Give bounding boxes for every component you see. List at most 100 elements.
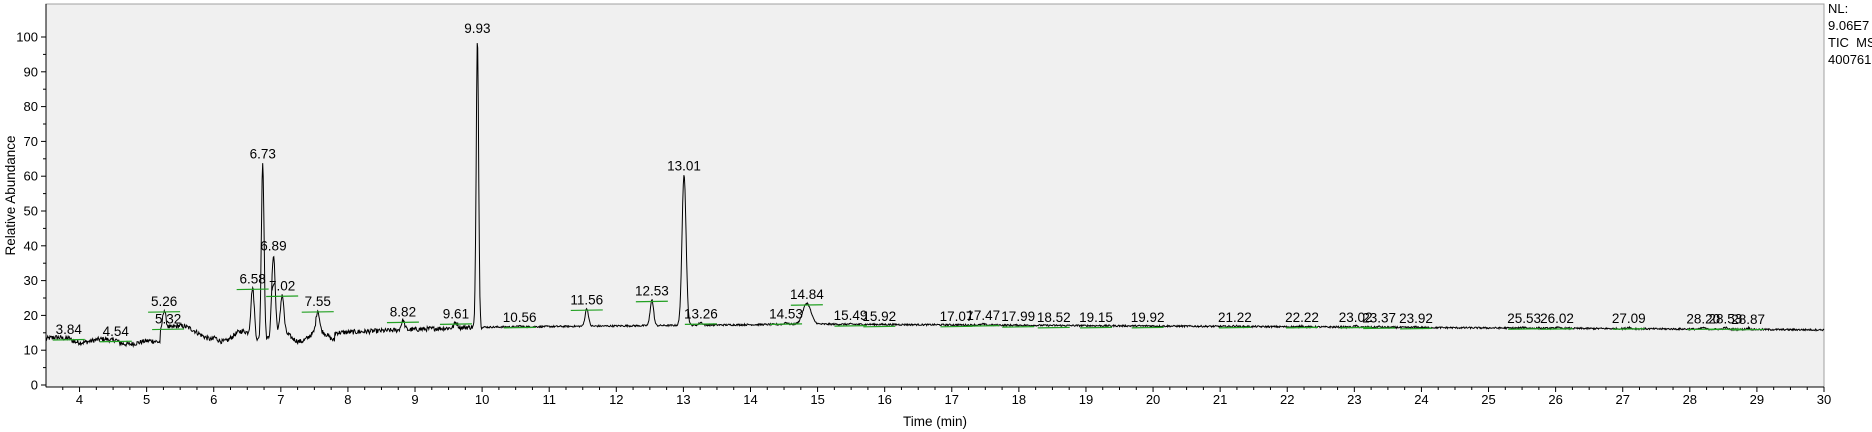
baseline-mark-17.47 (967, 325, 1000, 327)
x-tick-label: 24 (1414, 392, 1428, 407)
peak-label-3.84: 3.84 (56, 322, 83, 337)
x-tick-label: 20 (1146, 392, 1160, 407)
nl-value: 9.06E7 (1828, 18, 1870, 33)
baseline-mark-19.15 (1080, 326, 1113, 329)
x-tick-label: 13 (676, 392, 690, 407)
baseline-mark-12.53 (635, 300, 668, 303)
peak-label-21.22: 21.22 (1218, 310, 1252, 325)
peak-label-15.49: 15.49 (834, 308, 868, 323)
y-tick-label: 30 (24, 273, 38, 288)
baseline-mark-23.02 (1339, 326, 1372, 329)
baseline-mark-22.22 (1285, 326, 1319, 329)
baseline-mark-4.54 (99, 340, 132, 343)
x-tick-label: 7 (277, 392, 284, 407)
peak-label-13.26: 13.26 (684, 306, 718, 321)
peak-label-9.61: 9.61 (443, 306, 469, 321)
peak-label-5.26: 5.26 (151, 294, 177, 309)
peak-label-6.89: 6.89 (260, 239, 286, 254)
x-tick-label: 25 (1481, 392, 1495, 407)
normalization-info: NL: 9.06E7 TIC MS 400761 (1828, 0, 1872, 68)
peak-label-17.47: 17.47 (966, 308, 1000, 323)
baseline-mark-17.07 (940, 325, 973, 328)
tic-trace (45, 43, 1825, 349)
scan-filter: TIC MS (1828, 35, 1872, 50)
baseline-mark-11.56 (570, 309, 603, 312)
x-tick-label: 4 (76, 392, 83, 407)
x-tick-label: 11 (542, 392, 556, 407)
peak-labels: 3.84 4.54 5.26 5.32 6.58 6.73 6.89 7.02 7.55 8.82… (56, 21, 1765, 339)
baseline-mark-3.84 (52, 338, 85, 341)
baseline-mark-7.55 (301, 311, 334, 313)
peak-label-25.53: 25.53 (1507, 311, 1541, 326)
peak-label-6.58: 6.58 (240, 272, 266, 287)
baseline-mark-17.99 (1002, 326, 1035, 328)
peak-label-7.55: 7.55 (305, 294, 331, 309)
baseline-mark-5.26 (148, 311, 181, 313)
x-tick-label: 26 (1548, 392, 1562, 407)
peak-label-7.02: 7.02 (269, 279, 295, 294)
file-id: 400761 (1828, 52, 1872, 67)
peak-label-23.02: 23.02 (1339, 310, 1373, 325)
x-tick-label: 12 (609, 392, 623, 407)
baseline-mark-15.49 (834, 325, 867, 327)
x-tick-label: 16 (877, 392, 891, 407)
x-tick-label: 29 (1750, 392, 1764, 407)
x-tick-label: 5 (143, 392, 150, 407)
x-tick-label: 23 (1347, 392, 1361, 407)
peak-label-4.54: 4.54 (103, 324, 130, 339)
baseline-mark-23.37 (1363, 327, 1396, 330)
peak-label-10.56: 10.56 (503, 310, 537, 325)
baseline-mark-14.53 (770, 323, 803, 325)
peak-label-12.53: 12.53 (635, 284, 669, 299)
peak-label-8.82: 8.82 (390, 305, 416, 320)
x-tick-label: 18 (1012, 392, 1026, 407)
peak-label-26.02: 26.02 (1540, 311, 1574, 326)
x-tick-label: 22 (1280, 392, 1294, 407)
peak-label-14.84: 14.84 (790, 287, 824, 302)
baseline-mark-5.32 (152, 328, 185, 331)
nl-label: NL: (1828, 1, 1849, 16)
x-tick-label: 9 (411, 392, 418, 407)
baseline-marks (52, 288, 1765, 343)
axes: 4 5 6 7 8 9 10 11 12 13 14 15 16 17 18 19 20 21 22 23 24 25 26… (16, 4, 1831, 407)
peak-label-28.20: 28.20 (1686, 312, 1720, 327)
x-tick-label: 30 (1817, 392, 1831, 407)
y-tick-label: 70 (24, 134, 38, 149)
peak-label-28.87: 28.87 (1731, 312, 1765, 327)
x-tick-label: 14 (743, 392, 757, 407)
peak-label-19.92: 19.92 (1131, 310, 1165, 325)
y-tick-label: 60 (24, 169, 38, 184)
peak-label-6.73: 6.73 (250, 146, 276, 161)
plot-area (45, 3, 1825, 388)
baseline-mark-18.52 (1037, 326, 1070, 329)
y-tick-label: 90 (24, 64, 38, 79)
y-tick-label: 40 (24, 238, 38, 253)
y-axis-title: Relative Abundance (3, 135, 18, 255)
x-tick-label: 17 (945, 392, 959, 407)
x-tick-label: 21 (1213, 392, 1227, 407)
peak-label-22.22: 22.22 (1285, 310, 1319, 325)
peak-label-14.53: 14.53 (769, 306, 803, 321)
y-tick-label: 80 (24, 99, 38, 114)
baseline-mark-6.58 (236, 288, 269, 291)
x-tick-label: 6 (210, 392, 217, 407)
baseline-mark-15.92 (863, 325, 896, 328)
baseline-mark-9.61 (439, 323, 472, 325)
peak-label-28.53: 28.53 (1708, 312, 1742, 327)
baseline-mark-10.56 (503, 326, 536, 329)
peak-label-19.15: 19.15 (1079, 310, 1113, 325)
baseline-mark-19.92 (1131, 326, 1164, 329)
x-tick-label: 8 (344, 392, 351, 407)
x-tick-label: 10 (475, 392, 489, 407)
y-tick-label: 50 (24, 204, 38, 219)
baseline-mark-27.09 (1612, 328, 1645, 330)
peak-label-13.01: 13.01 (667, 158, 701, 173)
peak-label-5.32: 5.32 (155, 312, 181, 327)
y-tick-label: 20 (24, 308, 38, 323)
x-axis-title: Time (min) (903, 414, 967, 429)
y-tick-label: 0 (31, 378, 38, 393)
baseline-mark-28.87 (1732, 328, 1765, 331)
baseline-mark-21.22 (1218, 326, 1251, 329)
baseline-mark-28.53 (1709, 328, 1742, 331)
